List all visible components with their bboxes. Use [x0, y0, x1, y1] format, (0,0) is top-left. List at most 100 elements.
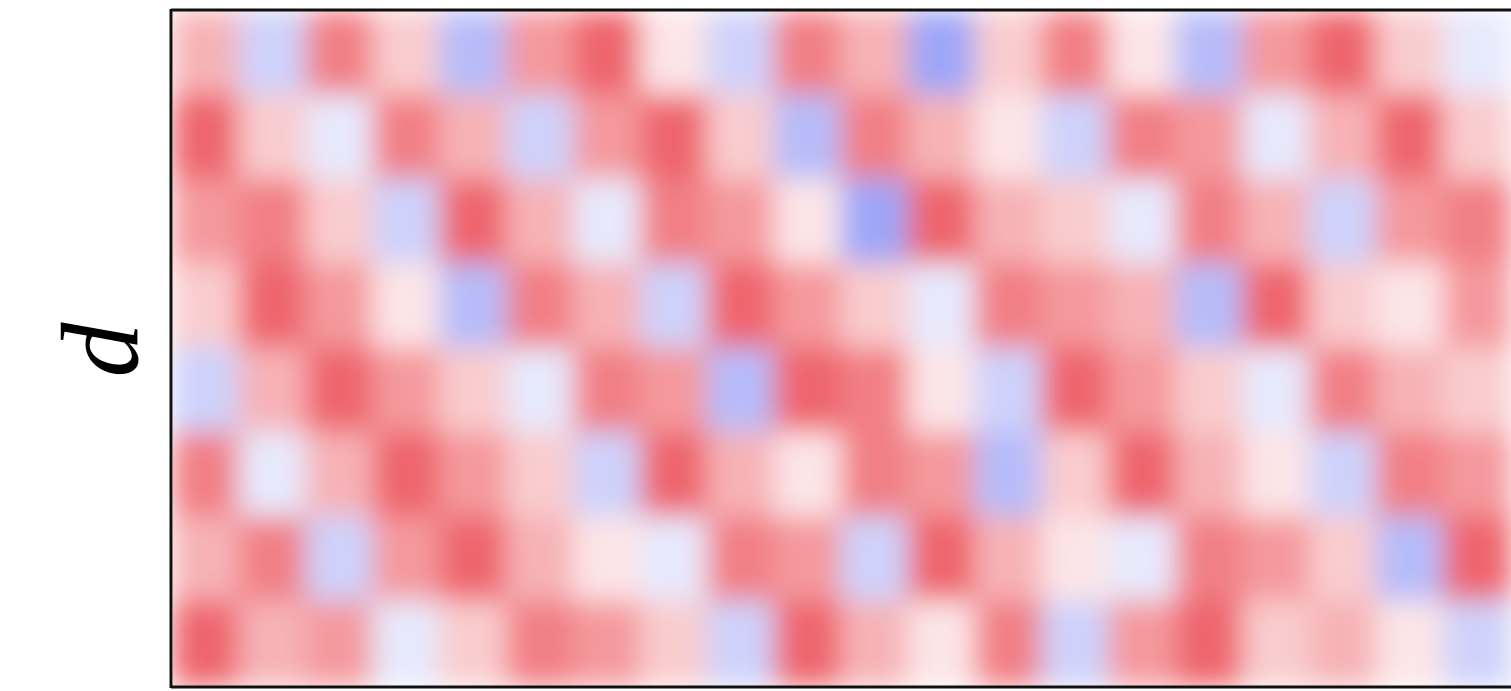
heatmap-cell: [841, 348, 910, 434]
heatmap-cell: [306, 348, 375, 434]
heatmap: [172, 10, 1511, 687]
heatmap-cell: [172, 10, 241, 96]
heatmap-cell: [1109, 263, 1178, 349]
heatmap-cell: [774, 601, 843, 687]
heatmap-cell: [306, 432, 375, 518]
heatmap-cell: [640, 516, 709, 602]
heatmap-cell: [239, 516, 308, 602]
heatmap-cell: [1042, 601, 1111, 687]
heatmap-cell: [1443, 94, 1511, 180]
heatmap-cell: [373, 601, 442, 687]
heatmap-cell: [975, 10, 1044, 96]
heatmap-cell: [507, 179, 576, 265]
heatmap-cell: [1176, 263, 1245, 349]
heatmap-cell: [1443, 179, 1511, 265]
heatmap-cell: [841, 10, 910, 96]
heatmap-cell: [1309, 516, 1378, 602]
heatmap-cell: [1242, 516, 1311, 602]
heatmap-cell: [841, 601, 910, 687]
heatmap-cell: [1376, 516, 1445, 602]
heatmap-cell: [640, 601, 709, 687]
heatmap-cell: [975, 179, 1044, 265]
heatmap-cell: [373, 94, 442, 180]
heatmap-cell: [1309, 179, 1378, 265]
heatmap-cell: [1042, 10, 1111, 96]
heatmap-cell: [908, 94, 977, 180]
heatmap-cell: [1242, 432, 1311, 518]
heatmap-cell: [1042, 432, 1111, 518]
heatmap-cell: [774, 348, 843, 434]
heatmap-cell: [239, 601, 308, 687]
heatmap-cell: [239, 348, 308, 434]
heatmap-cell: [239, 10, 308, 96]
heatmap-cell: [841, 179, 910, 265]
heatmap-cell: [841, 94, 910, 180]
heatmap-cell: [1376, 10, 1445, 96]
heatmap-cell: [1042, 94, 1111, 180]
heatmap-cell: [440, 348, 509, 434]
heatmap-cell: [1443, 348, 1511, 434]
heatmap-cell: [975, 263, 1044, 349]
page: {"chart_data": {"type": "heatmap", "ylab…: [0, 0, 1511, 691]
heatmap-cell: [507, 348, 576, 434]
heatmap-cell: [1242, 94, 1311, 180]
heatmap-cell: [908, 348, 977, 434]
heatmap-cell: [1376, 94, 1445, 180]
heatmap-cell: [908, 432, 977, 518]
heatmap-cell: [1376, 263, 1445, 349]
heatmap-cell: [373, 348, 442, 434]
heatmap-cell: [841, 263, 910, 349]
heatmap-cell: [975, 94, 1044, 180]
heatmap-cell: [975, 348, 1044, 434]
heatmap-cell: [1309, 263, 1378, 349]
heatmap-cell: [1109, 516, 1178, 602]
heatmap-cell: [172, 601, 241, 687]
heatmap-cell: [1109, 94, 1178, 180]
heatmap-cell: [908, 179, 977, 265]
heatmap-cell: [707, 516, 776, 602]
heatmap-cell: [1042, 348, 1111, 434]
heatmap-cell: [1042, 263, 1111, 349]
heatmap-cell: [1176, 601, 1245, 687]
heatmap-cell: [440, 432, 509, 518]
heatmap-cell: [908, 10, 977, 96]
heatmap-cell: [172, 179, 241, 265]
heatmap-cell: [774, 432, 843, 518]
heatmap-cell: [1109, 179, 1178, 265]
heatmap-cell: [239, 432, 308, 518]
heatmap-cell: [507, 263, 576, 349]
heatmap-cell: [1242, 348, 1311, 434]
heatmap-cell: [975, 432, 1044, 518]
heatmap-cell: [1242, 263, 1311, 349]
heatmap-cell: [239, 179, 308, 265]
heatmap-cell: [440, 263, 509, 349]
heatmap-cell: [1242, 601, 1311, 687]
heatmap-cell: [640, 348, 709, 434]
heatmap-cell: [373, 516, 442, 602]
heatmap-cell: [707, 94, 776, 180]
heatmap-cell: [306, 10, 375, 96]
heatmap-cell: [239, 94, 308, 180]
heatmap-cell: [841, 516, 910, 602]
heatmap-cell: [573, 10, 642, 96]
heatmap-cell: [1242, 179, 1311, 265]
heatmap-cell: [1443, 601, 1511, 687]
heatmap-cell: [1309, 94, 1378, 180]
heatmap-cell: [1176, 432, 1245, 518]
y-axis-label: d: [39, 322, 161, 378]
heatmap-cell: [1109, 10, 1178, 96]
heatmap-cell: [640, 10, 709, 96]
heatmap-cell: [306, 94, 375, 180]
heatmap-cell: [908, 516, 977, 602]
heatmap-cell: [640, 263, 709, 349]
heatmap-cell: [306, 263, 375, 349]
heatmap-cell: [306, 516, 375, 602]
heatmap-cell: [172, 94, 241, 180]
heatmap-cells: [172, 10, 1511, 687]
heatmap-cell: [573, 94, 642, 180]
heatmap-cell: [640, 432, 709, 518]
heatmap-cell: [1042, 179, 1111, 265]
heatmap-cell: [1042, 516, 1111, 602]
heatmap-cell: [1376, 601, 1445, 687]
heatmap-cell: [573, 348, 642, 434]
